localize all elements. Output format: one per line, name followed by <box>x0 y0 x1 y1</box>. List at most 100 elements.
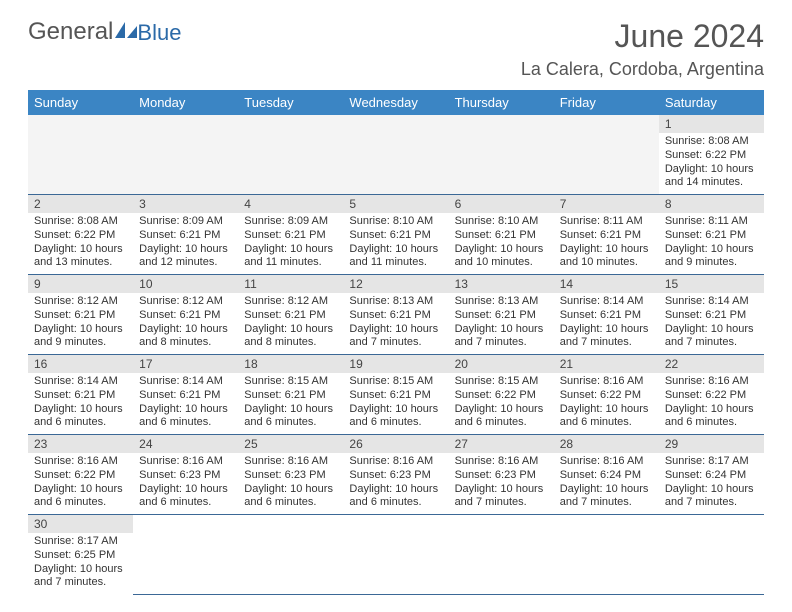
daylight-line: Daylight: 10 hours and 7 minutes. <box>560 483 653 511</box>
day-number: 28 <box>554 435 659 453</box>
calendar-day-cell: 30Sunrise: 8:17 AMSunset: 6:25 PMDayligh… <box>28 515 133 595</box>
day-details: Sunrise: 8:16 AMSunset: 6:23 PMDaylight:… <box>449 453 554 514</box>
sunset-line: Sunset: 6:24 PM <box>665 469 758 483</box>
sunset-line: Sunset: 6:23 PM <box>139 469 232 483</box>
calendar-day-cell: 20Sunrise: 8:15 AMSunset: 6:22 PMDayligh… <box>449 355 554 435</box>
calendar-day-cell: 15Sunrise: 8:14 AMSunset: 6:21 PMDayligh… <box>659 275 764 355</box>
calendar-empty-cell <box>449 515 554 595</box>
sunset-line: Sunset: 6:21 PM <box>244 229 337 243</box>
day-details: Sunrise: 8:16 AMSunset: 6:24 PMDaylight:… <box>554 453 659 514</box>
sunset-line: Sunset: 6:23 PM <box>244 469 337 483</box>
calendar-day-cell: 17Sunrise: 8:14 AMSunset: 6:21 PMDayligh… <box>133 355 238 435</box>
sunrise-line: Sunrise: 8:13 AM <box>455 295 548 309</box>
calendar-day-cell: 25Sunrise: 8:16 AMSunset: 6:23 PMDayligh… <box>238 435 343 515</box>
sunset-line: Sunset: 6:21 PM <box>665 229 758 243</box>
location: La Calera, Cordoba, Argentina <box>521 59 764 80</box>
calendar-empty-cell <box>449 115 554 195</box>
day-number: 2 <box>28 195 133 213</box>
sunrise-line: Sunrise: 8:16 AM <box>560 455 653 469</box>
daylight-line: Daylight: 10 hours and 9 minutes. <box>665 243 758 271</box>
calendar-week-row: 30Sunrise: 8:17 AMSunset: 6:25 PMDayligh… <box>28 515 764 595</box>
daylight-line: Daylight: 10 hours and 12 minutes. <box>139 243 232 271</box>
title-block: June 2024 La Calera, Cordoba, Argentina <box>521 18 764 80</box>
calendar-day-cell: 6Sunrise: 8:10 AMSunset: 6:21 PMDaylight… <box>449 195 554 275</box>
daylight-line: Daylight: 10 hours and 6 minutes. <box>34 483 127 511</box>
dow-wednesday: Wednesday <box>343 90 448 115</box>
calendar-week-row: 23Sunrise: 8:16 AMSunset: 6:22 PMDayligh… <box>28 435 764 515</box>
sunset-line: Sunset: 6:21 PM <box>244 389 337 403</box>
sunset-line: Sunset: 6:22 PM <box>34 229 127 243</box>
day-details: Sunrise: 8:16 AMSunset: 6:22 PMDaylight:… <box>554 373 659 434</box>
day-details: Sunrise: 8:17 AMSunset: 6:24 PMDaylight:… <box>659 453 764 514</box>
day-number: 17 <box>133 355 238 373</box>
day-number: 15 <box>659 275 764 293</box>
sunset-line: Sunset: 6:22 PM <box>455 389 548 403</box>
dow-saturday: Saturday <box>659 90 764 115</box>
logo: General Blue <box>28 18 181 46</box>
calendar-day-cell: 8Sunrise: 8:11 AMSunset: 6:21 PMDaylight… <box>659 195 764 275</box>
sunrise-line: Sunrise: 8:11 AM <box>560 215 653 229</box>
calendar-day-cell: 11Sunrise: 8:12 AMSunset: 6:21 PMDayligh… <box>238 275 343 355</box>
calendar-day-cell: 21Sunrise: 8:16 AMSunset: 6:22 PMDayligh… <box>554 355 659 435</box>
sunrise-line: Sunrise: 8:13 AM <box>349 295 442 309</box>
calendar-day-cell: 13Sunrise: 8:13 AMSunset: 6:21 PMDayligh… <box>449 275 554 355</box>
sunrise-line: Sunrise: 8:16 AM <box>560 375 653 389</box>
calendar-day-cell: 12Sunrise: 8:13 AMSunset: 6:21 PMDayligh… <box>343 275 448 355</box>
daylight-line: Daylight: 10 hours and 6 minutes. <box>455 403 548 431</box>
day-number: 10 <box>133 275 238 293</box>
day-number: 25 <box>238 435 343 453</box>
day-number: 30 <box>28 515 133 533</box>
calendar-empty-cell <box>343 515 448 595</box>
daylight-line: Daylight: 10 hours and 9 minutes. <box>34 323 127 351</box>
calendar-empty-cell <box>659 515 764 595</box>
daylight-line: Daylight: 10 hours and 14 minutes. <box>665 163 758 191</box>
calendar-day-cell: 5Sunrise: 8:10 AMSunset: 6:21 PMDaylight… <box>343 195 448 275</box>
sunrise-line: Sunrise: 8:16 AM <box>455 455 548 469</box>
calendar-empty-cell <box>28 115 133 195</box>
day-number: 5 <box>343 195 448 213</box>
daylight-line: Daylight: 10 hours and 6 minutes. <box>34 403 127 431</box>
sunrise-line: Sunrise: 8:16 AM <box>34 455 127 469</box>
day-details: Sunrise: 8:16 AMSunset: 6:23 PMDaylight:… <box>343 453 448 514</box>
daylight-line: Daylight: 10 hours and 6 minutes. <box>665 403 758 431</box>
day-number: 29 <box>659 435 764 453</box>
sunset-line: Sunset: 6:21 PM <box>244 309 337 323</box>
day-number: 23 <box>28 435 133 453</box>
sunset-line: Sunset: 6:21 PM <box>349 389 442 403</box>
day-number: 4 <box>238 195 343 213</box>
sunrise-line: Sunrise: 8:09 AM <box>244 215 337 229</box>
day-details: Sunrise: 8:16 AMSunset: 6:23 PMDaylight:… <box>238 453 343 514</box>
sunrise-line: Sunrise: 8:14 AM <box>34 375 127 389</box>
calendar-day-cell: 16Sunrise: 8:14 AMSunset: 6:21 PMDayligh… <box>28 355 133 435</box>
day-number: 22 <box>659 355 764 373</box>
daylight-line: Daylight: 10 hours and 7 minutes. <box>665 483 758 511</box>
daylight-line: Daylight: 10 hours and 11 minutes. <box>244 243 337 271</box>
day-number: 18 <box>238 355 343 373</box>
sunset-line: Sunset: 6:23 PM <box>349 469 442 483</box>
calendar-day-cell: 27Sunrise: 8:16 AMSunset: 6:23 PMDayligh… <box>449 435 554 515</box>
dow-tuesday: Tuesday <box>238 90 343 115</box>
calendar-day-cell: 3Sunrise: 8:09 AMSunset: 6:21 PMDaylight… <box>133 195 238 275</box>
daylight-line: Daylight: 10 hours and 7 minutes. <box>349 323 442 351</box>
calendar-day-cell: 1Sunrise: 8:08 AMSunset: 6:22 PMDaylight… <box>659 115 764 195</box>
day-number: 26 <box>343 435 448 453</box>
dow-friday: Friday <box>554 90 659 115</box>
calendar-week-row: 1Sunrise: 8:08 AMSunset: 6:22 PMDaylight… <box>28 115 764 195</box>
calendar-empty-cell <box>554 515 659 595</box>
day-number: 7 <box>554 195 659 213</box>
sunrise-line: Sunrise: 8:10 AM <box>349 215 442 229</box>
sunset-line: Sunset: 6:21 PM <box>34 309 127 323</box>
day-number: 24 <box>133 435 238 453</box>
calendar-day-cell: 19Sunrise: 8:15 AMSunset: 6:21 PMDayligh… <box>343 355 448 435</box>
sunrise-line: Sunrise: 8:17 AM <box>665 455 758 469</box>
day-number: 12 <box>343 275 448 293</box>
calendar-day-cell: 29Sunrise: 8:17 AMSunset: 6:24 PMDayligh… <box>659 435 764 515</box>
daylight-line: Daylight: 10 hours and 8 minutes. <box>139 323 232 351</box>
calendar-empty-cell <box>133 115 238 195</box>
day-number: 11 <box>238 275 343 293</box>
sunset-line: Sunset: 6:21 PM <box>455 229 548 243</box>
sunset-line: Sunset: 6:24 PM <box>560 469 653 483</box>
sunrise-line: Sunrise: 8:15 AM <box>349 375 442 389</box>
daylight-line: Daylight: 10 hours and 10 minutes. <box>560 243 653 271</box>
day-number: 19 <box>343 355 448 373</box>
